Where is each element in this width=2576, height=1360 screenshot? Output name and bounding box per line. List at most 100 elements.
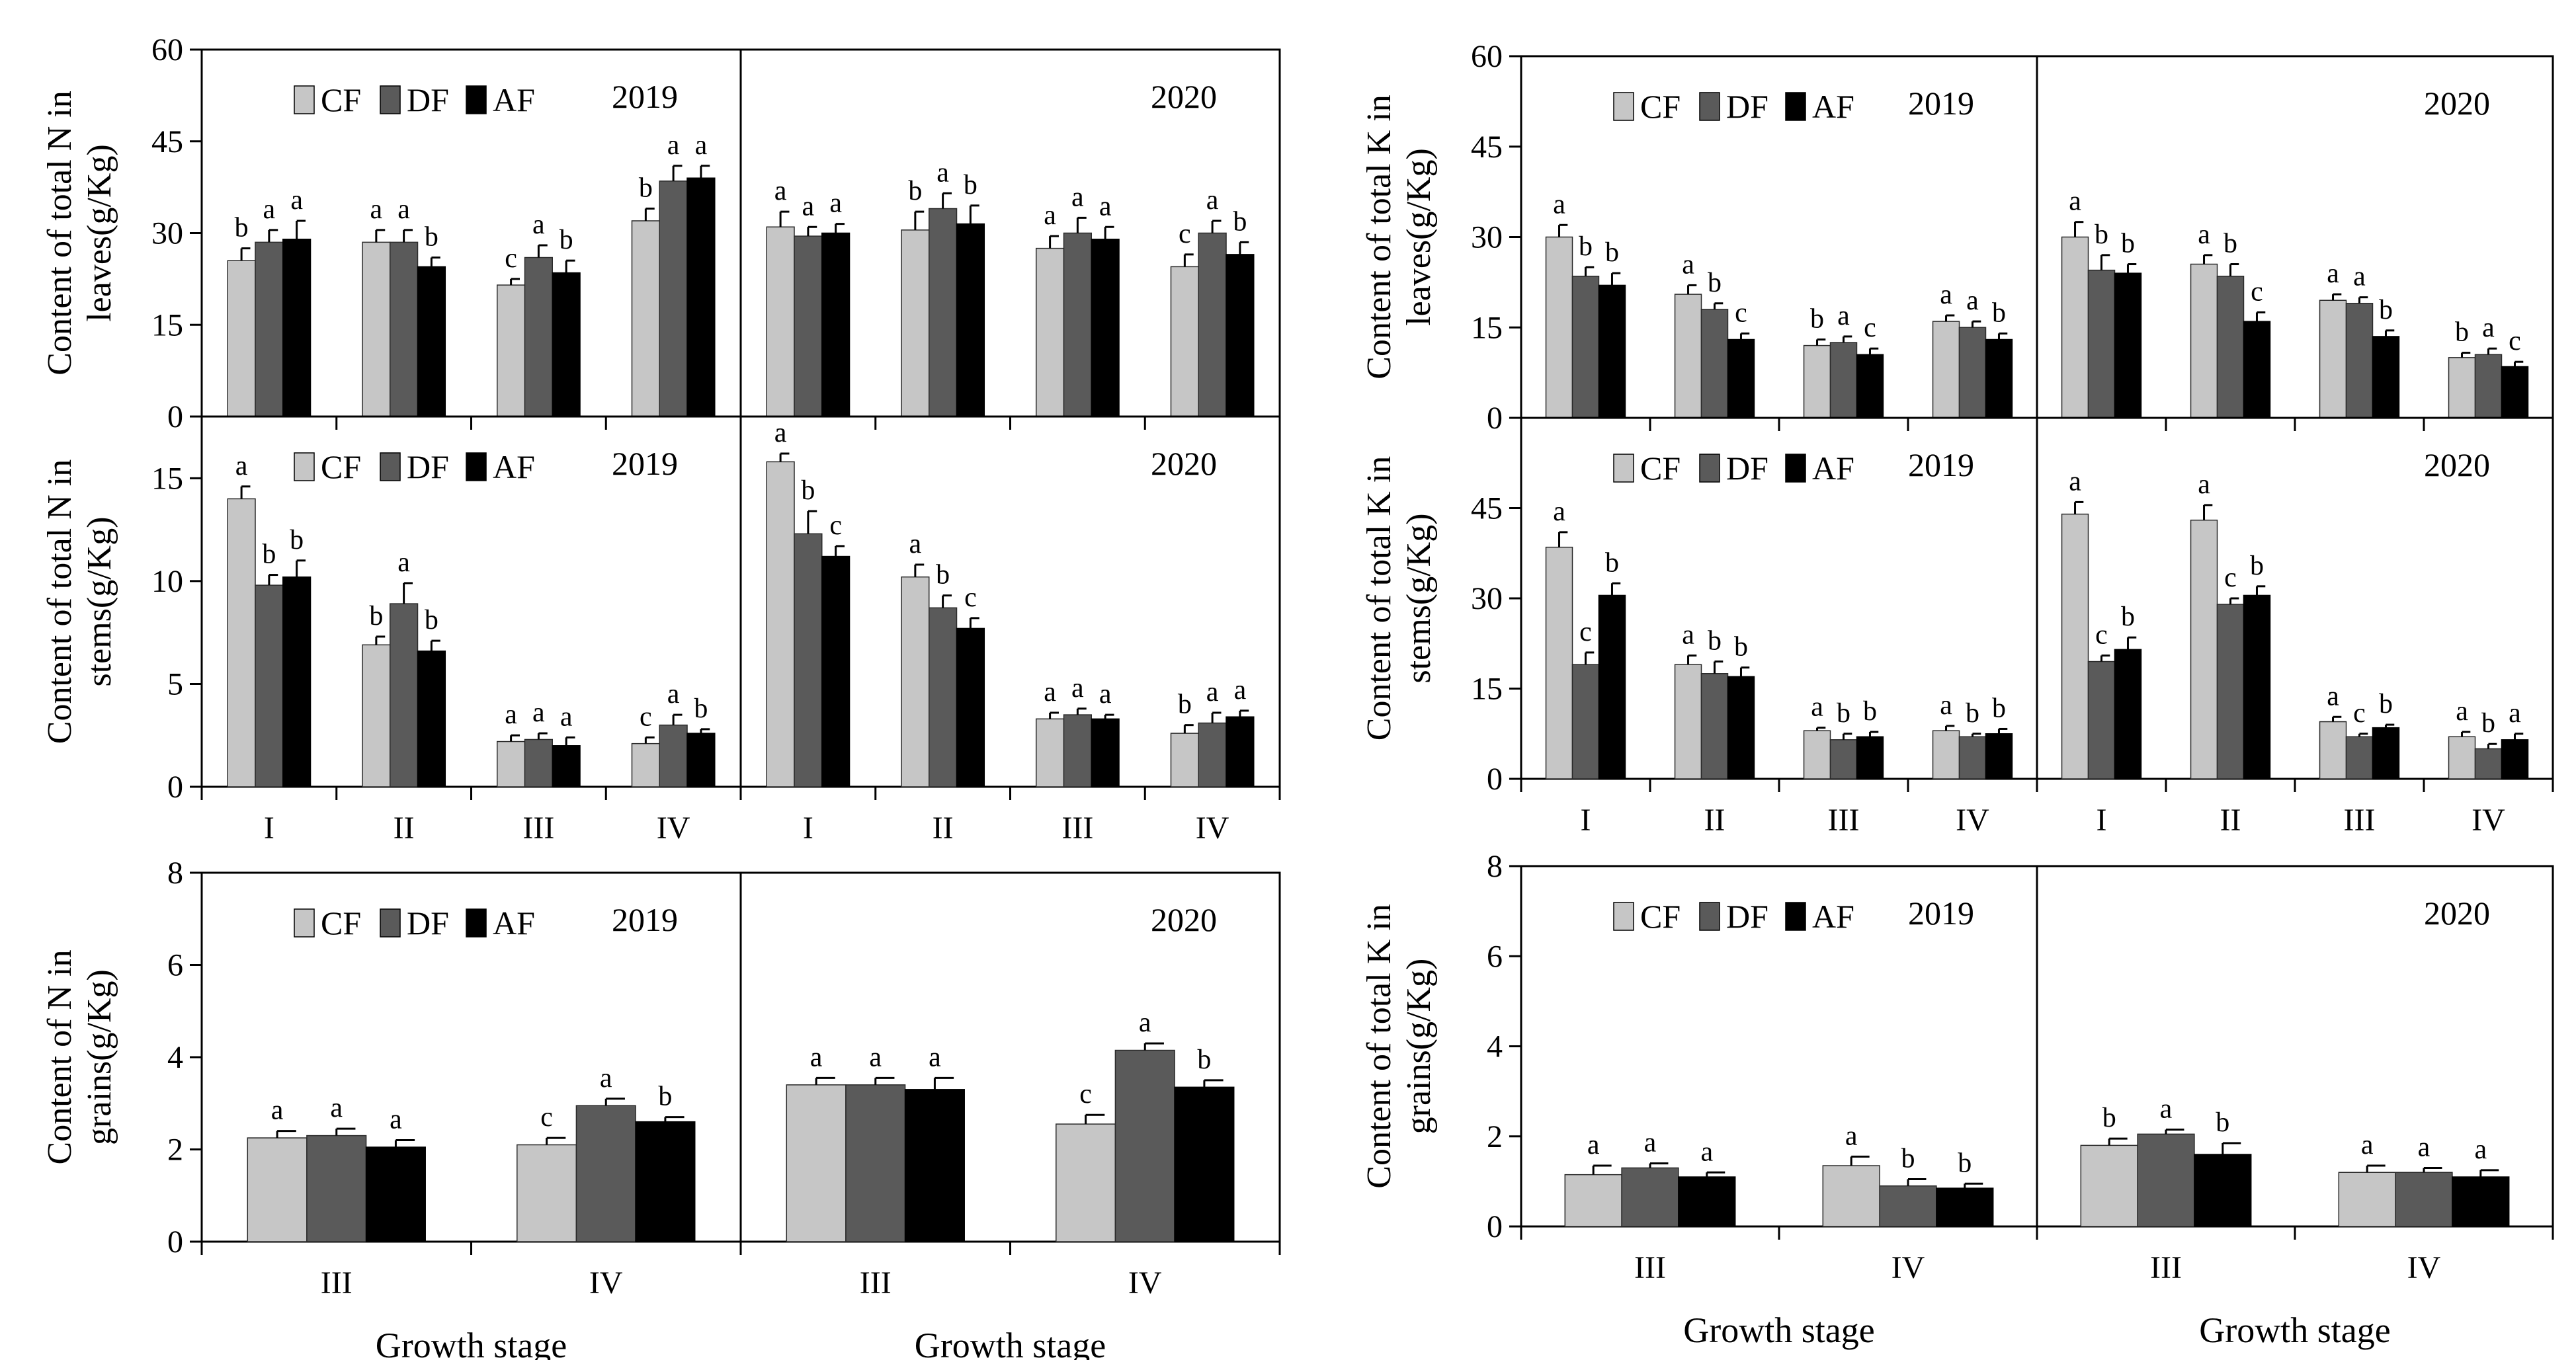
bar-AF <box>2372 727 2400 780</box>
bar-CF <box>496 284 526 417</box>
bar-AF <box>956 223 985 417</box>
significance-letter: a <box>774 418 787 448</box>
legend-swatch-DF <box>1699 902 1720 931</box>
bar-AF <box>1985 339 2013 419</box>
y-axis-title-line: Content of total K in <box>1360 456 1398 740</box>
year-label: 2020 <box>1151 445 1217 482</box>
year-label: 2020 <box>2424 446 2490 483</box>
significance-letter: a <box>1553 189 1565 220</box>
significance-letter: a <box>2198 469 2210 500</box>
significance-letter: c <box>1864 313 1876 343</box>
significance-letter: a <box>1139 1008 1151 1038</box>
y-tick-label: 15 <box>1471 672 1503 707</box>
bar-DF <box>524 739 554 787</box>
bar-DF <box>659 724 688 787</box>
bar-DF <box>1958 327 1987 419</box>
bar-AF <box>552 272 581 417</box>
bar-CF <box>1035 247 1065 417</box>
bar-AF <box>417 650 446 787</box>
legend-swatch-CF <box>294 908 315 938</box>
bar-DF <box>1700 673 1729 780</box>
significance-letter: a <box>390 1105 402 1135</box>
y-tick-label: 60 <box>151 32 183 67</box>
year-label: 2019 <box>1908 895 1974 932</box>
category-label: I <box>264 811 274 846</box>
significance-letter: b <box>1992 693 2006 723</box>
y-axis-title: Content of total K instems(g/Kg) <box>1360 456 1438 740</box>
bar-AF <box>1727 676 1755 780</box>
bar-DF <box>2395 1172 2453 1227</box>
year-label: 2020 <box>1151 901 1217 938</box>
category-label: III <box>2150 1250 2182 1285</box>
y-tick-label: 0 <box>167 1224 183 1260</box>
bar-CF <box>1056 1123 1116 1242</box>
y-tick-label: 15 <box>1471 310 1503 345</box>
bar-AF <box>2243 594 2271 780</box>
significance-letter: a <box>936 157 949 188</box>
significance-letter: a <box>1682 249 1694 280</box>
significance-letter: a <box>1587 1130 1600 1160</box>
significance-letter: a <box>1644 1128 1657 1158</box>
bar-AF <box>1598 284 1626 419</box>
category-label: III <box>321 1265 353 1300</box>
bar-DF <box>794 235 823 417</box>
significance-letter: a <box>370 194 383 225</box>
bar-AF <box>282 576 312 787</box>
category-label: I <box>1581 803 1591 838</box>
bar-AF <box>1727 339 1755 419</box>
significance-letter: a <box>271 1096 284 1126</box>
bar-CF <box>1674 664 1702 780</box>
category-label: IV <box>1956 803 1989 838</box>
bar-AF <box>1091 239 1120 417</box>
significance-letter: b <box>658 1082 672 1112</box>
y-axis-title: Content of total K ingrains(g/Kg) <box>1360 904 1438 1188</box>
significance-letter: a <box>1940 690 1952 721</box>
significance-letter: c <box>829 510 842 541</box>
bar-CF <box>362 644 391 787</box>
significance-letter: b <box>1863 696 1877 727</box>
category-label: IV <box>1196 811 1229 846</box>
y-axis-title-line: Content of N in <box>41 950 79 1165</box>
significance-letter: a <box>1044 200 1056 231</box>
bar-DF <box>2345 303 2374 419</box>
bar-CF <box>2080 1144 2138 1227</box>
legend-swatch-CF <box>294 452 315 481</box>
bar-CF <box>631 220 660 417</box>
significance-letter: a <box>2327 259 2339 289</box>
significance-letter: a <box>397 547 410 578</box>
significance-letter: a <box>802 191 815 221</box>
y-axis-title-line: grains(g/Kg) <box>81 969 118 1145</box>
significance-letter: b <box>290 525 304 555</box>
y-tick-label: 15 <box>151 461 183 496</box>
bar-CF <box>1932 730 1960 780</box>
category-label: II <box>933 811 954 846</box>
bar-DF <box>928 607 958 787</box>
significance-letter: b <box>425 222 438 253</box>
bar-DF <box>1063 232 1093 417</box>
significance-letter: b <box>908 176 922 206</box>
bar-DF <box>928 208 958 417</box>
chart-k-stems: 0 15 30 45 Content of total K instems(g/Kg) a… <box>1360 417 2554 838</box>
category-label: III <box>2344 803 2376 838</box>
bar-DF <box>1114 1049 1175 1242</box>
chart-k-grains: 0 2 4 6 8 Content of total K ingrains(g/Kg) a a… <box>1360 849 2554 1350</box>
bar-DF <box>1198 722 1227 787</box>
year-label: 2019 <box>1908 446 1974 483</box>
bar-AF <box>686 733 716 787</box>
legend-label-CF: CF <box>1640 88 1681 125</box>
legend-swatch-DF <box>380 908 401 938</box>
category-label: IV <box>2472 803 2505 838</box>
bar-CF <box>247 1137 308 1242</box>
bar-CF <box>631 742 660 787</box>
legend-swatch-DF <box>380 85 401 114</box>
y-tick-label: 15 <box>151 307 183 342</box>
bar-AF <box>2114 649 2142 780</box>
significance-letter: b <box>560 225 573 255</box>
bar-AF <box>2194 1154 2252 1227</box>
legend-label-DF: DF <box>1726 88 1768 125</box>
legend-label-CF: CF <box>321 81 361 118</box>
legend-label-AF: AF <box>1812 450 1854 487</box>
significance-letter: a <box>2509 698 2521 729</box>
